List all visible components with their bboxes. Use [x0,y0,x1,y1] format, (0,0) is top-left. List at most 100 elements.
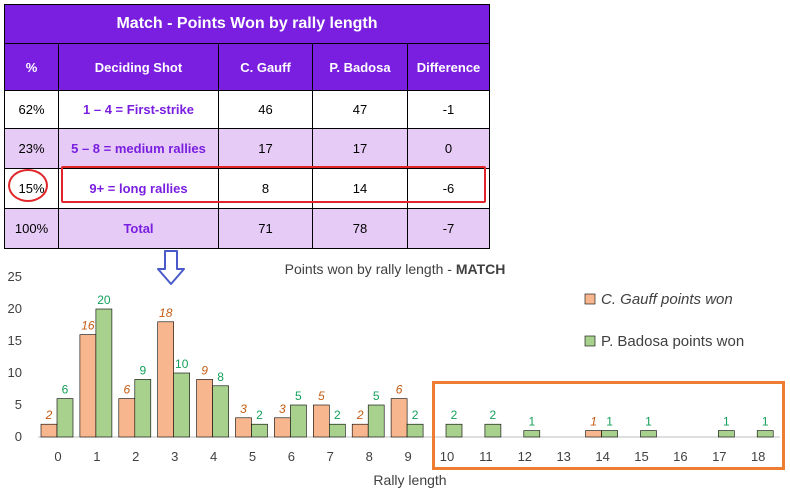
data-label-badosa: 6 [62,383,69,397]
table-title-row: Match - Points Won by rally length [4,4,490,44]
cell-badosa: 47 [313,91,408,129]
header-gauff: C. Gauff [219,44,313,91]
table-title: Match - Points Won by rally length [116,15,378,32]
table-header-row: % Deciding Shot C. Gauff P. Badosa Diffe… [4,44,490,91]
bar-gauff [40,423,58,438]
x-tick-label: 0 [54,449,61,464]
data-label-badosa: 2 [490,408,497,422]
bar-badosa [328,423,346,438]
header-difference: Difference [408,44,490,91]
data-label-gauff: 2 [45,408,53,422]
cell-pct: 100% [4,209,59,249]
bar-gauff [235,417,252,438]
chart-title: Points won by rally length - MATCH [285,261,506,277]
data-label-badosa: 5 [373,389,380,403]
data-label-gauff: 1 [590,415,597,429]
bar-badosa [601,430,618,438]
bar-badosa [251,423,268,438]
y-tick-label: 5 [15,397,22,412]
data-label-badosa: 1 [606,415,613,429]
data-label-gauff: 3 [279,402,286,416]
y-tick-label: 20 [8,301,22,316]
bar-badosa [56,398,74,438]
data-label-badosa: 2 [451,408,458,422]
bar-badosa [523,430,541,438]
bar-badosa [290,404,307,438]
long-rallies-highlight-box [61,166,486,203]
table-row: 62% 1 – 4 = First-strike 46 47 -1 [4,91,490,129]
y-tick-label: 15 [8,333,22,348]
data-label-badosa: 1 [723,415,730,429]
data-label-gauff: 6 [123,383,130,397]
bar-gauff [390,398,408,438]
bar-badosa [367,404,385,438]
x-tick-label: 11 [479,449,493,464]
bar-gauff [351,423,369,438]
x-axis-title: Rally length [373,472,446,488]
data-label-gauff: 3 [240,402,247,416]
pct-highlight-circle [8,169,48,202]
data-label-gauff: 18 [159,306,173,320]
bar-gauff [312,404,330,438]
bar-gauff [157,321,174,438]
cell-gauff: 17 [219,129,313,169]
data-label-badosa: 10 [175,357,189,371]
cell-diff: -1 [408,91,490,129]
x-tick-label: 10 [440,449,454,464]
cell-badosa: 78 [313,209,408,249]
x-tick-label: 16 [673,449,687,464]
bar-gauff [274,417,291,438]
x-tick-label: 15 [634,449,648,464]
data-label-badosa: 1 [762,415,769,429]
y-tick-label: 25 [8,269,22,284]
x-tick-label: 8 [366,449,373,464]
y-tick-label: 10 [8,365,22,380]
cell-shot: 5 – 8 = medium rallies [59,129,219,169]
long-rally-highlight-box [432,381,785,470]
x-tick-label: 13 [556,449,570,464]
bar-gauff [196,379,213,438]
data-label-gauff: 9 [201,363,208,377]
cell-gauff: 46 [219,91,313,129]
cell-shot: 1 – 4 = First-strike [59,91,219,129]
table-row: 23% 5 – 8 = medium rallies 17 17 0 [4,129,490,169]
x-tick-label: 9 [404,449,411,464]
data-label-gauff: 2 [356,408,364,422]
bar-badosa [212,385,229,438]
data-label-badosa: 8 [217,370,224,384]
bar-badosa [640,430,657,438]
legend-swatch-badosa [584,335,596,347]
data-label-gauff: 6 [396,383,403,397]
x-tick-label: 17 [712,449,726,464]
x-tick-label: 3 [171,449,178,464]
cell-pct: 23% [4,129,59,169]
data-label-badosa: 5 [295,389,302,403]
down-arrow-icon [157,250,185,285]
x-tick-label: 6 [288,449,295,464]
cell-badosa: 17 [313,129,408,169]
data-label-badosa: 1 [528,415,535,429]
data-label-gauff: 5 [318,389,325,403]
x-axis: 0 1 2 3 4 5 6 7 8 9 10 11 12 13 14 15 16 17 18 [54,449,765,464]
bar-badosa [406,423,424,438]
stats-table: Match - Points Won by rally length % Dec… [4,4,490,249]
data-label-gauff: 16 [81,319,95,333]
header-deciding-shot: Deciding Shot [59,44,219,91]
x-tick-label: 5 [249,449,256,464]
data-label-badosa: 2 [334,408,341,422]
data-label-badosa: 1 [645,415,652,429]
cell-pct: 62% [4,91,59,129]
bar-gauff [79,334,97,438]
cell-gauff: 71 [219,209,313,249]
cell-shot: Total [59,209,219,249]
table-row: 100% Total 71 78 -7 [4,209,490,249]
header-badosa: P. Badosa [313,44,408,91]
bar-badosa [134,379,152,438]
data-label-badosa: 2 [412,408,419,422]
y-axis: 0 5 10 15 20 25 [8,269,22,444]
x-tick-label: 12 [518,449,532,464]
x-tick-label: 4 [210,449,217,464]
data-label-badosa: 20 [97,293,111,307]
